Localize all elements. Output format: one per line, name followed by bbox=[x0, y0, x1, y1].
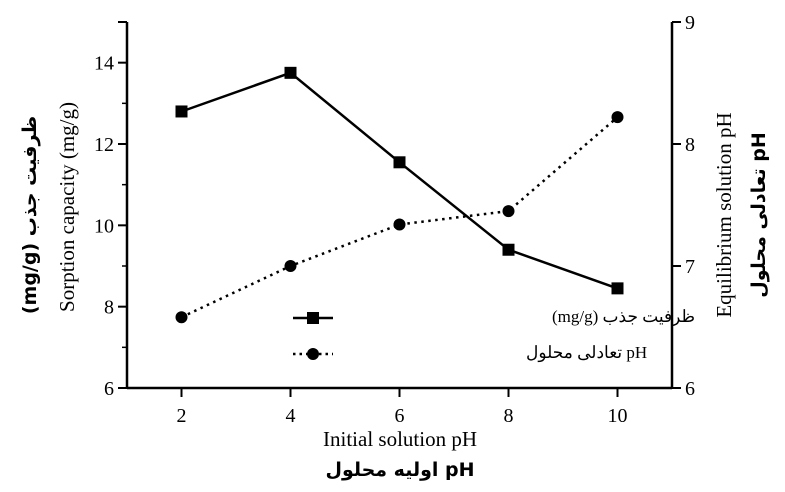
x-tick-label: 8 bbox=[504, 405, 514, 427]
data-point-sorption bbox=[393, 156, 406, 169]
data-point-sorption bbox=[175, 105, 188, 118]
y-left-tick-label: 8 bbox=[104, 297, 114, 319]
y-left-axis-label: Sorption capacity (mg/g) bbox=[55, 102, 79, 312]
data-point-ph bbox=[611, 111, 624, 124]
y-left-tick-label: 6 bbox=[104, 378, 114, 400]
data-point-ph bbox=[502, 205, 515, 218]
data-point-sorption bbox=[502, 243, 515, 256]
legend: ظرفیت جذب (mg/g) pH تعادلی محلول bbox=[293, 307, 695, 363]
legend-label-ph: pH تعادلی محلول bbox=[526, 343, 647, 363]
legend-circle-marker bbox=[307, 348, 319, 360]
legend-label-sorption: ظرفیت جذب (mg/g) bbox=[552, 307, 695, 327]
x-tick-label: 4 bbox=[286, 405, 296, 427]
x-tick-label: 2 bbox=[177, 405, 187, 427]
x-axis-label-fa: pH اولیه محلول bbox=[325, 459, 474, 481]
y-right-axis-label-fa: pH تعادلی محلول bbox=[748, 132, 770, 297]
data-point-ph bbox=[393, 218, 406, 231]
y-left-tick-label: 14 bbox=[94, 53, 114, 75]
x-tick-label: 6 bbox=[395, 405, 405, 427]
y-right-axis-label: Equilibrium solution pH bbox=[712, 112, 736, 317]
y-right-tick-label: 6 bbox=[685, 378, 695, 400]
series-line-ph bbox=[180, 116, 619, 319]
data-point-sorption bbox=[611, 282, 624, 295]
data-point-sorption bbox=[284, 66, 297, 79]
y-right-tick-label: 9 bbox=[685, 12, 695, 34]
axes: 6 8 10 12 14 6 7 8 9 2 4 6 8 10 bbox=[94, 12, 695, 427]
legend-square-marker bbox=[307, 312, 319, 324]
y-right-tick-label: 7 bbox=[685, 256, 695, 278]
y-left-tick-label: 10 bbox=[94, 215, 114, 237]
y-right-tick-label: 8 bbox=[685, 134, 695, 156]
series-line-sorption bbox=[181, 71, 618, 290]
y-left-tick-label: 12 bbox=[94, 134, 114, 156]
data-point-ph bbox=[284, 260, 297, 272]
plot-area bbox=[175, 66, 624, 324]
data-point-ph bbox=[175, 311, 188, 324]
y-left-axis-label-fa: ظرفیت جذب (mg/g) bbox=[19, 116, 41, 314]
x-tick-label: 10 bbox=[608, 405, 628, 427]
x-axis-label: Initial solution pH bbox=[323, 427, 477, 451]
